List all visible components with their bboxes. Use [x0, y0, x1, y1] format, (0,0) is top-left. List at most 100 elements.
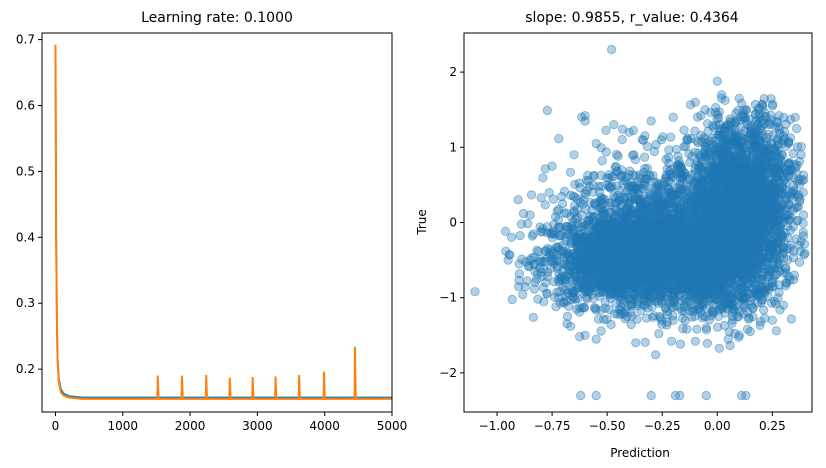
scatter-point: [786, 314, 797, 324]
scatter-point: [767, 153, 777, 163]
scatter-point: [593, 314, 604, 324]
loss-curve-chart: Learning rate: 0.1000 0 1000 2000 3000 4000 5…: [16, 10, 407, 433]
scatter-point: [571, 275, 581, 285]
scatter-point: [506, 232, 517, 242]
scatter-point: [600, 303, 610, 313]
scatter-point: [507, 294, 517, 305]
scatter-point: [611, 298, 621, 308]
scatter-point: [589, 302, 600, 313]
scatter-point: [795, 196, 805, 207]
scatter-point: [539, 297, 549, 307]
scatter-point: [524, 262, 534, 272]
scatter-point: [570, 294, 580, 304]
scatter-point: [626, 319, 636, 330]
x-axis-ticks: 0 1000 2000 3000 4000 5000: [52, 412, 408, 433]
scatter-point: [528, 312, 538, 322]
x-tick-label: 0: [52, 419, 60, 433]
axes-frame: [41, 32, 393, 413]
scatter-point: [699, 133, 709, 143]
scatter-point: [776, 155, 786, 165]
scatter-point: [654, 328, 664, 339]
scatter-point: [557, 275, 567, 285]
scatter-point: [773, 140, 783, 150]
x-tick-label: 3000: [242, 419, 273, 433]
scatter-point: [571, 304, 582, 314]
scatter-point: [771, 269, 781, 279]
scatter-point: [744, 114, 754, 124]
scatter-point: [758, 144, 769, 154]
scatter-point: [563, 288, 573, 298]
scatter-point: [571, 265, 581, 275]
scatter-point: [515, 231, 525, 241]
y-tick-label: 0.4: [16, 230, 35, 244]
scatter-point: [717, 139, 727, 149]
scatter-point: [647, 312, 658, 322]
chart-title: slope: 0.9855, r_value: 0.4364: [525, 10, 739, 26]
scatter-point: [746, 129, 756, 139]
scatter-point: [606, 319, 616, 330]
scatter-point: [522, 276, 532, 286]
scatter-point: [529, 284, 540, 294]
scatter-point: [789, 185, 799, 195]
scatter-point: [596, 279, 606, 289]
scatter-point: [792, 142, 803, 152]
scatter-point: [798, 227, 808, 237]
scatter-point: [500, 226, 511, 236]
plot-area: [470, 44, 810, 401]
scatter-chart: slope: 0.9855, r_value: 0.4364 −1.00 −0.7…: [415, 10, 813, 460]
scatter-point: [765, 119, 776, 130]
y-tick-label: 0.6: [16, 99, 35, 113]
scatter-point: [563, 266, 573, 276]
scatter-point: [679, 125, 689, 135]
chart-title: Learning rate: 0.1000: [141, 10, 293, 26]
scatter-point: [656, 281, 666, 291]
y-axis-ticks: 0.2 0.3 0.4 0.5 0.6 0.7: [16, 33, 42, 376]
plot-area: [54, 44, 392, 400]
scatter-point: [543, 267, 553, 277]
y-tick-label: 0.2: [16, 362, 35, 376]
scatter-point: [666, 336, 677, 346]
y-tick-label: 0.5: [16, 164, 35, 178]
scatter-point: [739, 142, 749, 153]
scatter-point: [565, 321, 576, 331]
scatter-point: [722, 120, 733, 130]
scatter-point: [712, 130, 723, 140]
scatter-point: [640, 337, 650, 347]
scatter-point: [798, 210, 809, 220]
scatter-point: [579, 302, 589, 312]
scatter-point: [657, 291, 667, 301]
scatter-point: [771, 326, 781, 336]
x-tick-label: 2000: [175, 419, 206, 433]
scatter-point: [795, 246, 806, 256]
y-tick-label: 0.3: [16, 296, 35, 310]
scatter-point: [514, 282, 524, 292]
scatter-point: [713, 110, 723, 120]
scatter-point: [692, 112, 703, 122]
series-line-2: [54, 44, 392, 400]
scatter-point: [690, 126, 700, 136]
scatter-point: [755, 320, 765, 330]
y-tick-label: 0.7: [16, 33, 35, 47]
scatter-point: [667, 302, 677, 312]
scatter-point: [702, 338, 713, 348]
scatter-point: [588, 280, 598, 290]
scatter-point: [781, 119, 791, 129]
scatter-point: [755, 132, 765, 142]
scatter-point: [574, 331, 585, 342]
scatter-point: [680, 294, 690, 304]
scatter-point: [541, 277, 551, 288]
scatter-point: [730, 118, 740, 128]
x-tick-label: 4000: [309, 419, 340, 433]
scatter-point: [501, 246, 511, 256]
scatter-point: [533, 294, 543, 304]
scatter-points: [470, 44, 810, 401]
scatter-point: [514, 269, 525, 279]
x-tick-label: 1000: [107, 419, 138, 433]
scatter-point: [596, 326, 606, 336]
x-tick-label: 5000: [377, 419, 408, 433]
scatter-point: [599, 314, 609, 324]
scatter-point: [678, 323, 688, 334]
scatter-point: [624, 300, 634, 311]
scatter-point: [649, 291, 659, 301]
